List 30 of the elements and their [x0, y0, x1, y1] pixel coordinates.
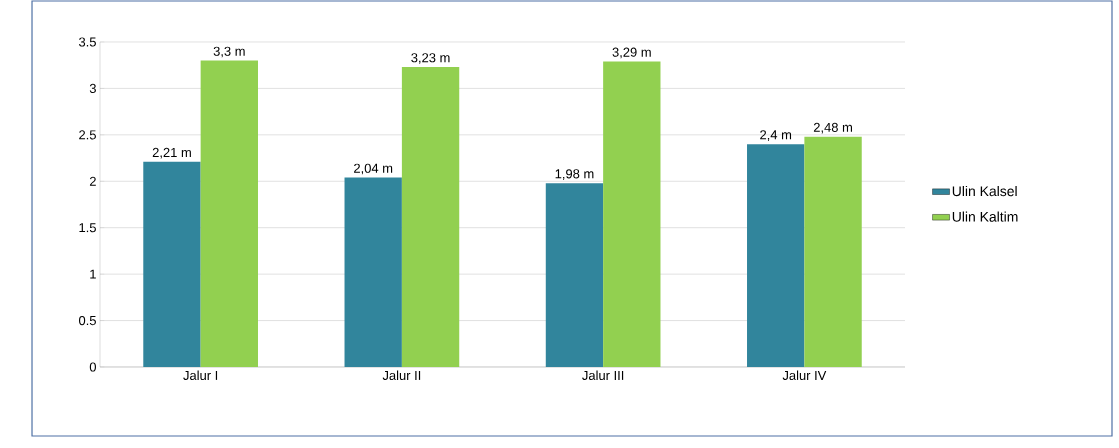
x-tick-label: Jalur II — [382, 370, 421, 381]
bar — [143, 161, 201, 367]
legend-label: Ulin Kaltim — [952, 211, 1018, 222]
x-tick-label: Jalur I — [183, 370, 218, 381]
bar — [804, 136, 862, 367]
y-tick-label: 0.5 — [78, 315, 96, 326]
data-label: 3,23 m — [411, 53, 450, 64]
bar — [747, 144, 805, 367]
legend-label: Ulin Kalsel — [952, 185, 1017, 197]
y-tick-label: 3 — [89, 83, 96, 93]
y-tick-label: 1 — [90, 269, 96, 279]
data-label: 2,21 m — [152, 147, 191, 159]
bar — [200, 60, 258, 367]
data-label: 2,48 m — [813, 122, 852, 134]
bar — [603, 61, 661, 367]
bar — [344, 177, 402, 367]
y-tick-label: 0 — [89, 362, 96, 372]
data-label: 2,4 m — [760, 130, 792, 141]
bar — [401, 67, 460, 367]
x-tick-label: Jalur IV — [782, 370, 827, 381]
data-label: 3,29 m — [612, 47, 651, 59]
x-tick-label: Jalur III — [582, 370, 624, 381]
y-tick-label: 2 — [89, 176, 96, 186]
bar — [545, 183, 604, 367]
y-tick-label: 3.5 — [78, 37, 96, 47]
data-label: 1,98 m — [555, 169, 594, 180]
data-label: 3,3 m — [213, 46, 245, 58]
y-tick-label: 1.5 — [79, 223, 96, 233]
y-tick-label: 2.5 — [79, 130, 96, 140]
data-label: 2,04 m — [354, 163, 393, 175]
